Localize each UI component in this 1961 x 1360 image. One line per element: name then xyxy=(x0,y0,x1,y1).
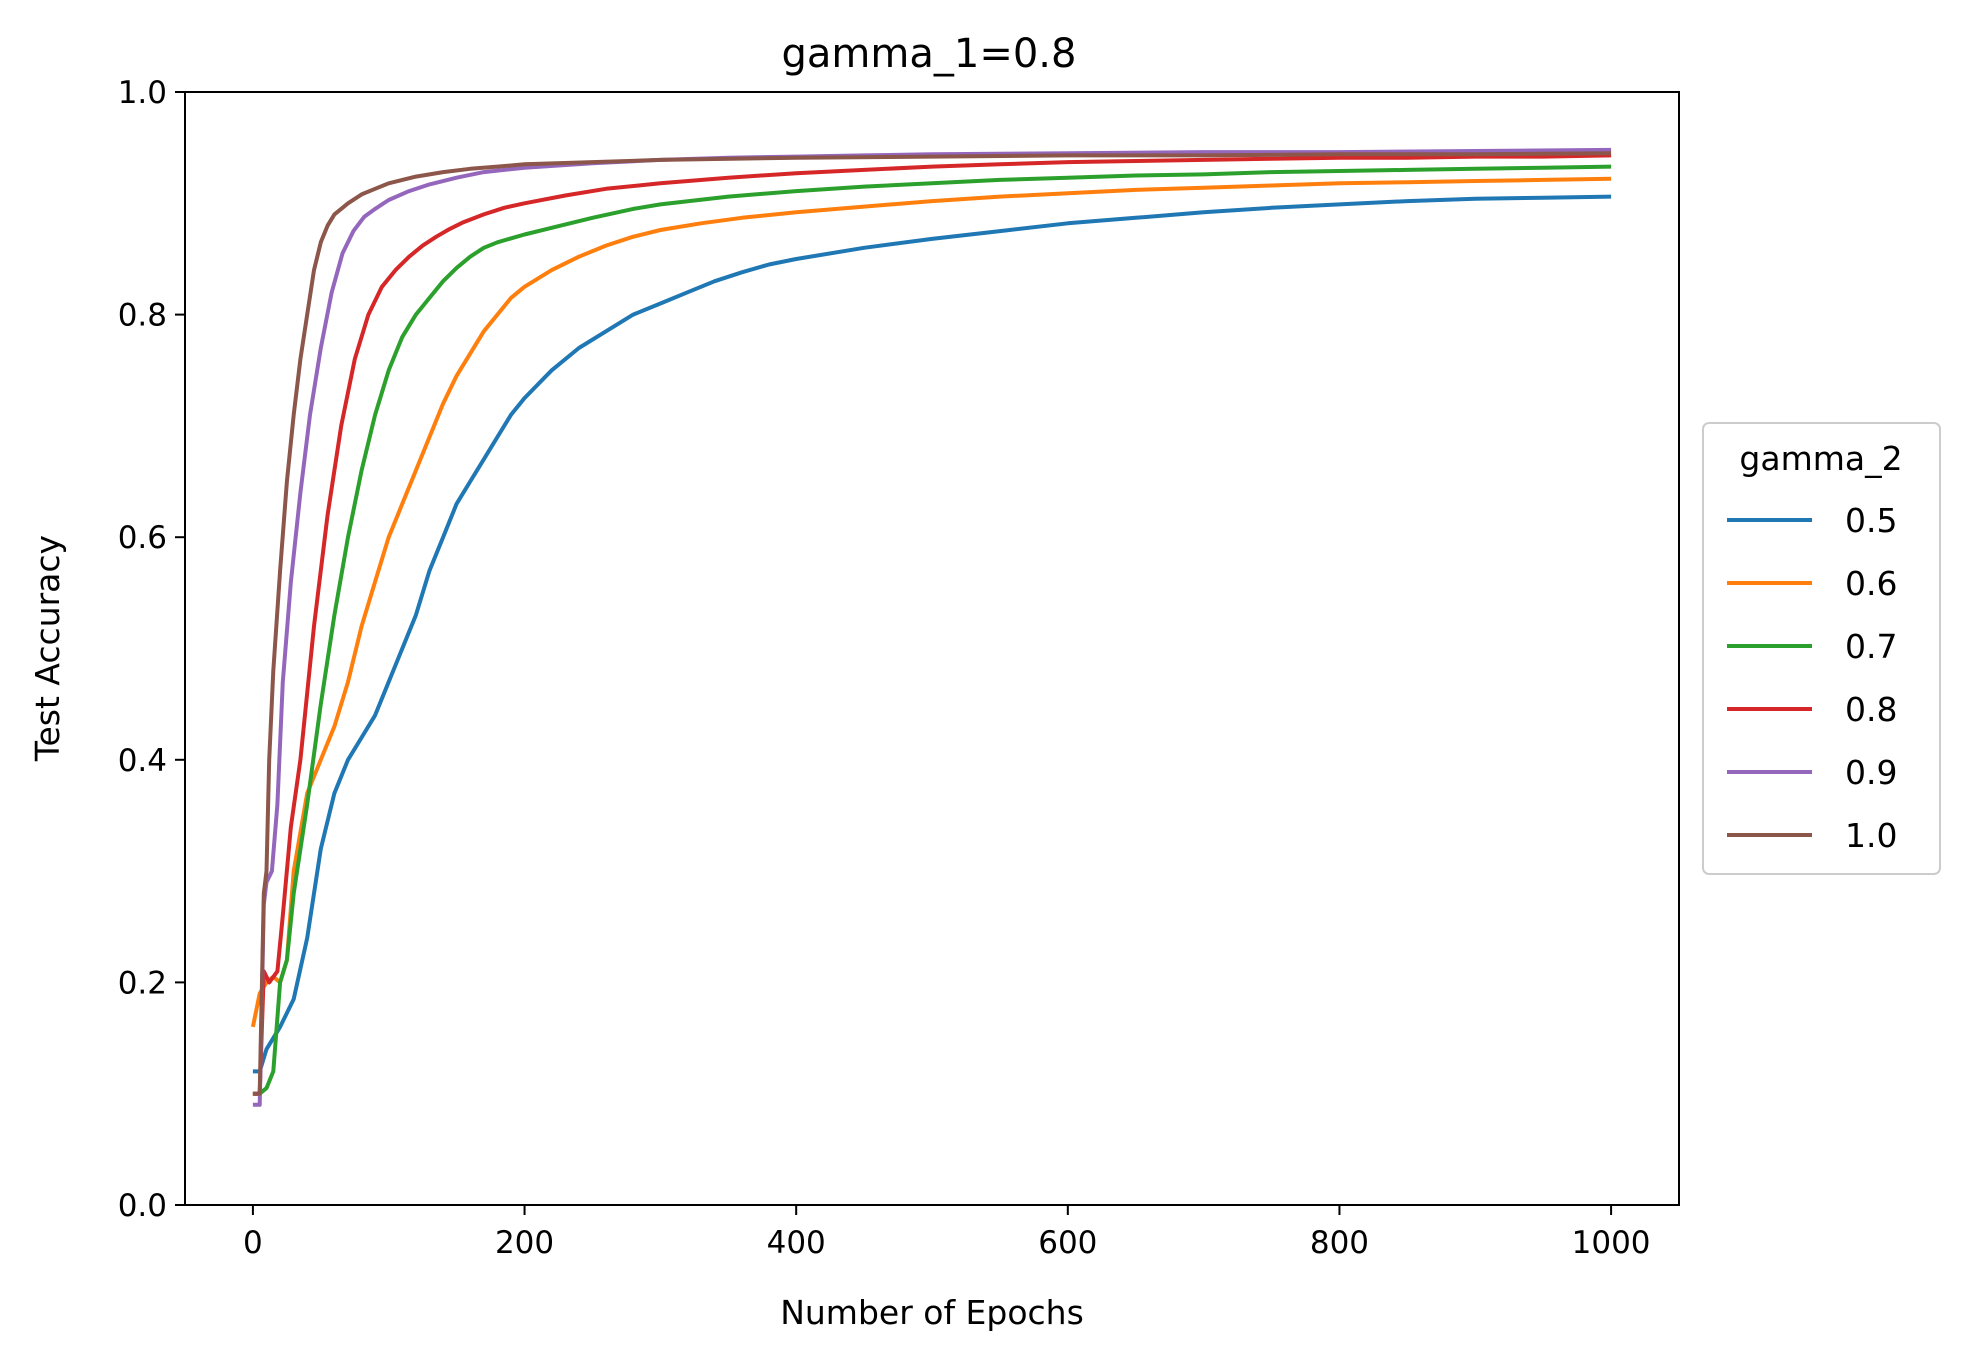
legend-label: 0.7 xyxy=(1845,627,1897,666)
y-tick-label: 1.0 xyxy=(118,75,167,111)
x-tick-label: 600 xyxy=(1038,1225,1097,1261)
legend-label: 0.8 xyxy=(1845,690,1897,729)
series-line-0-6 xyxy=(250,176,1612,1028)
legend-label: 0.5 xyxy=(1845,501,1897,540)
y-axis-label: Test Accuracy xyxy=(28,535,67,762)
series-line-0-7 xyxy=(252,164,1612,1096)
x-tick-label: 1000 xyxy=(1572,1225,1651,1261)
legend-frame xyxy=(1702,422,1941,875)
x-tick-label: 0 xyxy=(243,1225,263,1261)
y-tick-label: 0.4 xyxy=(118,743,167,779)
x-tick-label: 200 xyxy=(495,1225,554,1261)
series-line-0-9 xyxy=(252,147,1612,1107)
series-line-1-0 xyxy=(252,151,1612,1096)
legend-title: gamma_2 xyxy=(1739,439,1902,478)
legend-label: 0.6 xyxy=(1845,564,1897,603)
y-tick-label: 0.2 xyxy=(118,965,167,1001)
x-axis-label: Number of Epochs xyxy=(780,1293,1084,1332)
x-tick-label: 400 xyxy=(767,1225,826,1261)
series-line-0-8 xyxy=(252,153,1612,1096)
y-tick-label: 0.6 xyxy=(118,520,167,556)
x-tick-label: 800 xyxy=(1310,1225,1369,1261)
x-axis: 0 200 400 600 800 1000 xyxy=(243,1205,1651,1261)
plot-area xyxy=(184,91,1680,1206)
legend-label: 1.0 xyxy=(1845,816,1897,855)
plot-frame xyxy=(184,91,1680,1206)
legend-items: 0.5 0.6 0.7 0.8 0.9 1.0 xyxy=(1727,501,1897,855)
y-tick-label: 0.8 xyxy=(118,298,167,334)
chart-title: gamma_1=0.8 xyxy=(782,31,1077,77)
legend-label: 0.9 xyxy=(1845,753,1897,792)
legend: gamma_2 0.5 0.6 0.7 0.8 0.9 1.0 xyxy=(1702,422,1941,875)
series-layer xyxy=(250,147,1612,1107)
y-tick-label: 0.0 xyxy=(118,1188,167,1224)
y-axis: 0.0 0.2 0.4 0.6 0.8 1.0 xyxy=(118,75,185,1224)
series-line-0-5 xyxy=(252,194,1612,1074)
